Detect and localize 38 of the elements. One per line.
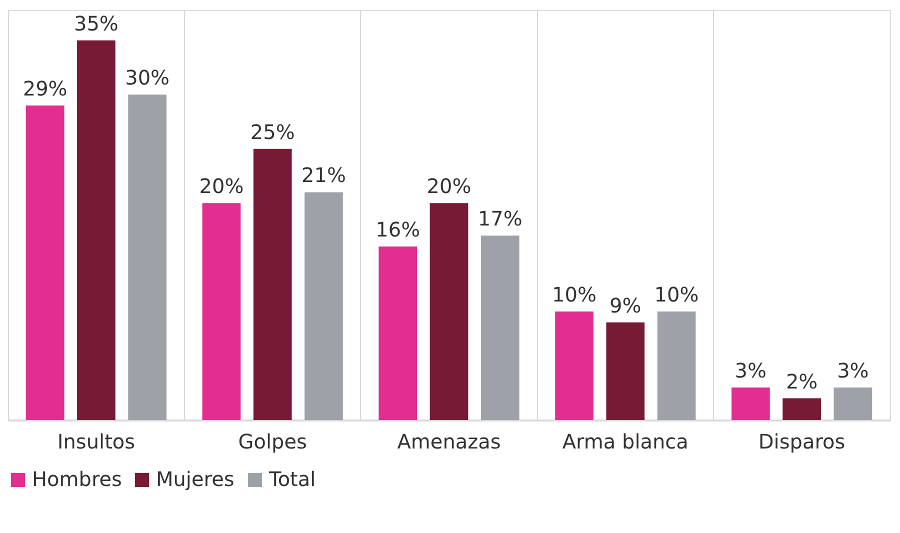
legend-label: Mujeres [156,467,234,491]
bar [834,387,872,420]
bar [304,192,343,420]
bar [555,312,594,420]
bar [782,398,821,420]
data-label: 25% [250,120,295,144]
data-label: 3% [734,358,767,382]
x-tick-label: Golpes [238,430,307,454]
x-tick-label: Disparos [758,430,846,454]
data-label: 35% [74,11,118,36]
data-label: 20% [426,174,472,198]
bar [657,312,696,420]
data-label: 10% [552,282,596,307]
x-tick-label: Amenazas [397,430,501,454]
data-label: 3% [837,358,869,382]
data-label: 29% [22,76,68,100]
data-label: 10% [654,282,699,307]
data-label: 2% [786,369,818,394]
data-label: 16% [376,217,420,242]
data-label: 20% [199,174,244,198]
legend-label: Total [268,467,316,491]
bar [202,203,241,420]
data-label: 21% [302,163,346,188]
bar [606,322,645,420]
bar [378,246,418,420]
x-tick-label: Insultos [57,430,136,454]
bar [480,236,520,420]
bar [26,105,64,420]
data-label: 9% [610,293,642,318]
bar [430,203,468,420]
data-label: 30% [125,66,170,90]
x-tick-label: Arma blanca [562,430,688,454]
bar [77,40,116,420]
data-label: 17% [478,206,522,231]
bar [128,94,167,420]
bar [731,387,770,420]
bar [253,148,292,420]
legend-label: Hombres [32,467,122,491]
